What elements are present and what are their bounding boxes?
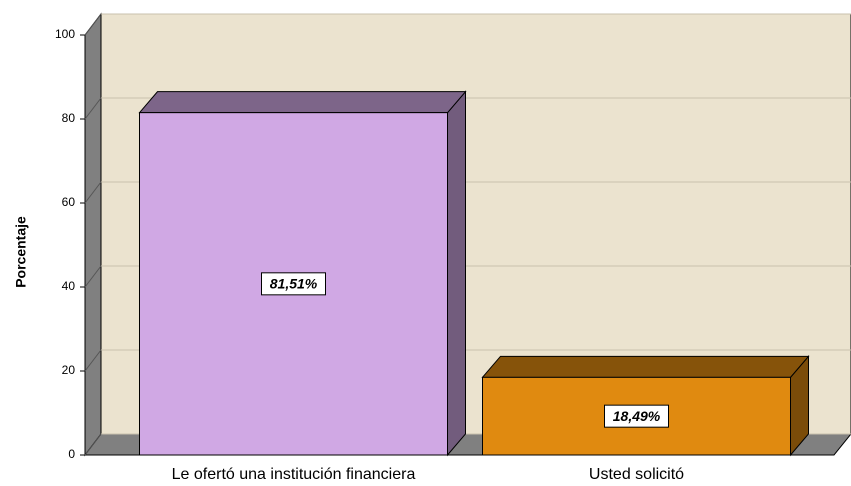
grid-line <box>84 13 102 36</box>
bar-side <box>447 90 466 457</box>
grid-line <box>84 349 102 372</box>
bar-top <box>138 91 467 114</box>
grid-line <box>84 265 102 288</box>
y-axis-label: Porcentaje <box>13 216 29 288</box>
grid-line <box>84 433 102 456</box>
grid-line <box>84 97 102 120</box>
left-wall <box>84 12 102 457</box>
bar-top <box>481 355 810 378</box>
value-label-box <box>604 404 669 428</box>
value-label-box <box>261 272 326 296</box>
y-tick-label: 0 <box>68 447 75 461</box>
x-tick-label: Le ofertó una institución financiera <box>172 466 416 483</box>
x-tick-label: Usted solicitó <box>589 466 684 483</box>
y-tick-label: 80 <box>62 111 76 125</box>
value-label: 81,51% <box>270 276 318 292</box>
grid-line <box>84 181 102 204</box>
y-tick-label: 20 <box>62 363 76 377</box>
y-tick-label: 100 <box>55 27 75 41</box>
y-tick-label: 60 <box>62 195 76 209</box>
y-tick-label: 40 <box>62 279 76 293</box>
value-label: 18,49% <box>613 408 661 424</box>
